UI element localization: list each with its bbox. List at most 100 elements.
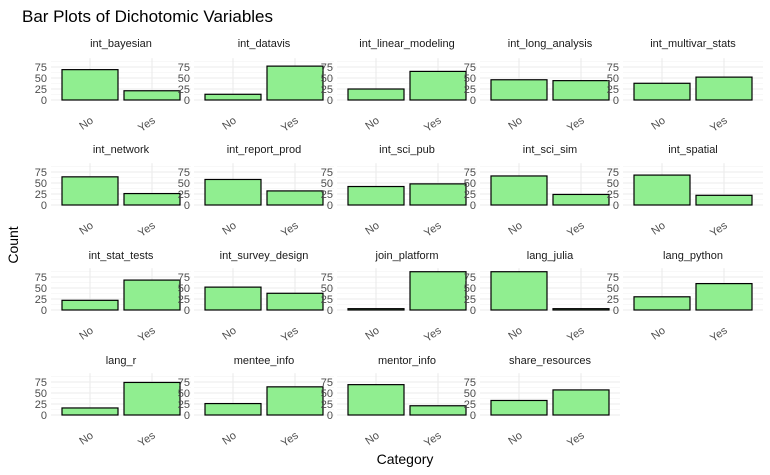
y-tick-label: 50	[321, 178, 333, 190]
y-tick-label: 0	[184, 95, 190, 107]
y-tick-label: 25	[35, 399, 47, 411]
y-tick-label: 75	[464, 62, 476, 74]
y-tick-label: 25	[178, 189, 190, 201]
y-tick-label: 75	[607, 167, 619, 179]
bar-no	[204, 93, 262, 101]
y-tick-label: 0	[470, 410, 476, 422]
y-tick-label: 75	[464, 377, 476, 389]
y-tick-label: 50	[35, 388, 47, 400]
y-tick-label: 75	[35, 272, 47, 284]
x-tick-label: No	[77, 220, 95, 238]
bar-yes	[409, 183, 467, 206]
bar-no	[633, 82, 691, 101]
bar-no	[204, 402, 262, 416]
bar-yes	[409, 70, 467, 101]
bar-yes	[552, 389, 610, 416]
x-tick-label: Yes	[422, 324, 444, 344]
bar-no	[347, 308, 405, 311]
x-tick-label: Yes	[422, 219, 444, 239]
bar-no	[633, 296, 691, 311]
y-tick-label: 25	[35, 84, 47, 96]
y-tick-label: 25	[321, 399, 333, 411]
panel-title: join_platform	[375, 250, 439, 262]
bar-yes	[409, 405, 467, 416]
y-tick-label: 25	[464, 399, 476, 411]
y-tick-label: 50	[607, 178, 619, 190]
y-tick-label: 50	[464, 73, 476, 85]
y-tick-label: 75	[321, 377, 333, 389]
bar-no	[490, 175, 548, 206]
y-tick-label: 50	[178, 283, 190, 295]
x-tick-label: No	[363, 430, 381, 448]
y-tick-label: 0	[327, 305, 333, 317]
y-tick-label: 0	[470, 200, 476, 212]
bar-no	[347, 384, 405, 416]
bar-yes	[695, 283, 753, 311]
y-tick-label: 75	[321, 62, 333, 74]
panel-title: int_datavis	[238, 38, 291, 50]
x-tick-label: Yes	[565, 429, 587, 449]
y-tick-label: 25	[464, 294, 476, 306]
y-tick-label: 75	[178, 272, 190, 284]
y-tick-label: 0	[41, 200, 47, 212]
x-tick-label: No	[363, 220, 381, 238]
x-tick-label: No	[363, 115, 381, 133]
y-tick-label: 0	[470, 95, 476, 107]
panel-title: int_sci_sim	[523, 144, 577, 156]
x-tick-label: Yes	[136, 114, 158, 134]
x-tick-label: No	[506, 430, 524, 448]
bar-no	[347, 88, 405, 101]
chart-title: Bar Plots of Dichotomic Variables	[22, 7, 273, 26]
x-tick-label: No	[506, 220, 524, 238]
bar-yes	[266, 386, 324, 416]
bar-yes	[123, 279, 181, 311]
y-tick-label: 25	[607, 294, 619, 306]
bar-yes	[552, 80, 610, 101]
bar-no	[61, 299, 119, 311]
y-tick-label: 50	[35, 73, 47, 85]
bar-no	[61, 407, 119, 416]
y-tick-label: 50	[178, 388, 190, 400]
panel-title: int_bayesian	[90, 38, 152, 50]
panel-title: mentor_info	[378, 355, 436, 367]
panel-title: int_linear_modeling	[359, 38, 454, 50]
bar-no	[490, 399, 548, 416]
x-tick-label: Yes	[565, 324, 587, 344]
y-tick-label: 75	[321, 272, 333, 284]
y-tick-label: 75	[178, 62, 190, 74]
x-tick-label: Yes	[279, 324, 301, 344]
bar-yes	[695, 76, 753, 101]
y-tick-label: 50	[178, 178, 190, 190]
bar-no	[633, 174, 691, 206]
y-tick-label: 25	[464, 84, 476, 96]
y-tick-label: 50	[321, 73, 333, 85]
y-tick-label: 25	[321, 189, 333, 201]
panel-title: int_stat_tests	[89, 250, 154, 262]
x-tick-label: No	[363, 325, 381, 343]
y-tick-label: 50	[607, 73, 619, 85]
x-tick-label: Yes	[136, 219, 158, 239]
y-tick-label: 75	[607, 62, 619, 74]
bar-yes	[552, 308, 610, 311]
bar-no	[204, 178, 262, 206]
y-tick-label: 75	[607, 272, 619, 284]
panel-title: int_sci_pub	[379, 144, 435, 156]
x-tick-label: Yes	[279, 429, 301, 449]
y-tick-label: 25	[178, 399, 190, 411]
bar-no	[204, 286, 262, 311]
x-tick-label: No	[220, 115, 238, 133]
y-tick-label: 0	[613, 200, 619, 212]
y-axis-title: Count	[5, 226, 21, 263]
x-tick-label: No	[77, 115, 95, 133]
